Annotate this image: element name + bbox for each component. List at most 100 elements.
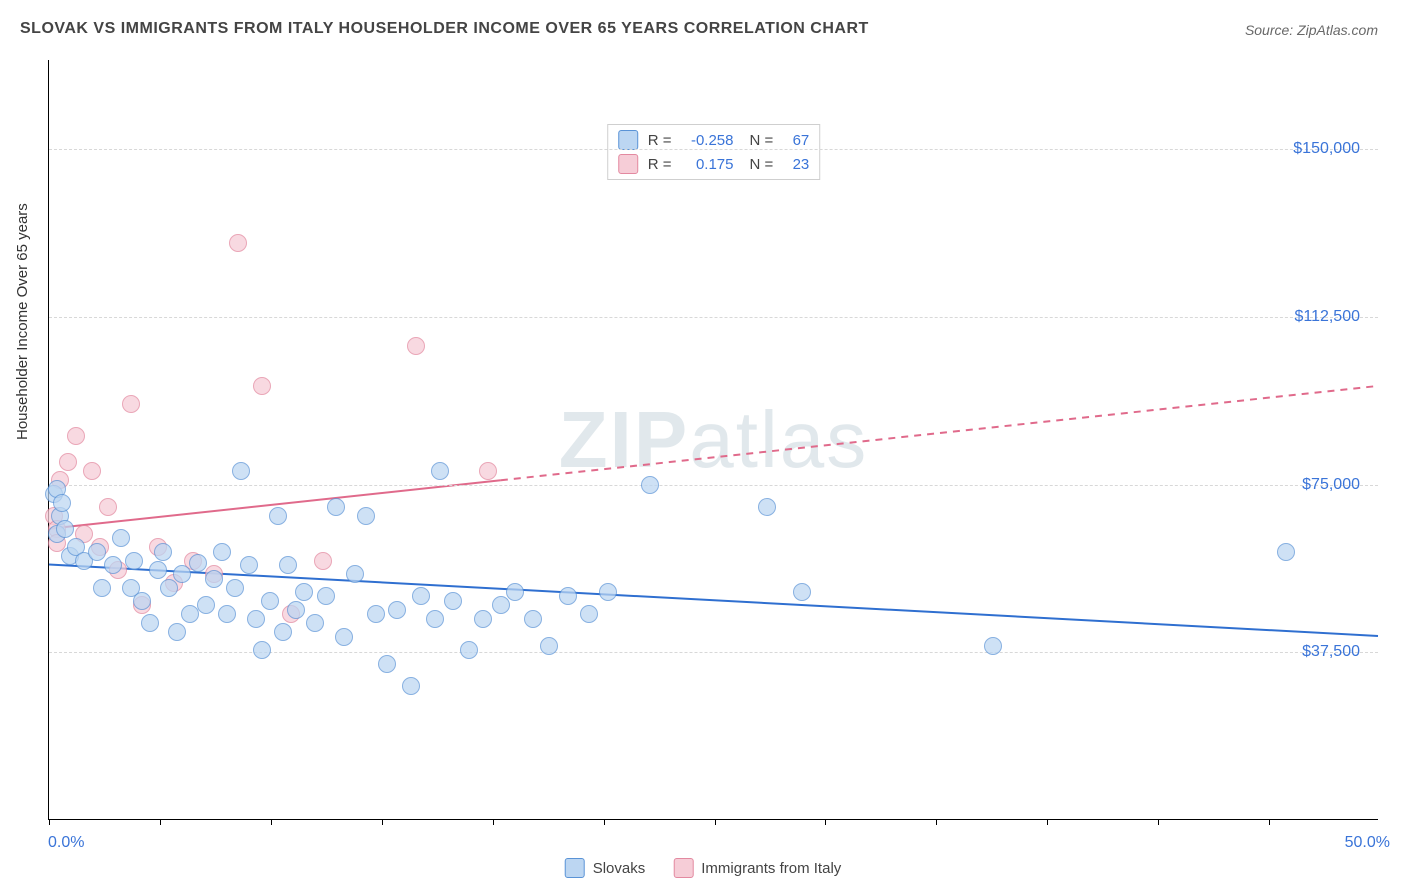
slovaks-point [218, 605, 236, 623]
correlation-chart: SLOVAK VS IMMIGRANTS FROM ITALY HOUSEHOL… [0, 0, 1406, 892]
slovaks-point [197, 596, 215, 614]
slovaks-point [149, 561, 167, 579]
slovaks-point [56, 520, 74, 538]
slovaks-point [388, 601, 406, 619]
slovaks-point [295, 583, 313, 601]
slovaks-swatch-icon [618, 130, 638, 150]
series-legend-item: Immigrants from Italy [673, 858, 841, 878]
stat-n-label: N = [750, 156, 774, 173]
chart-title: SLOVAK VS IMMIGRANTS FROM ITALY HOUSEHOL… [20, 20, 869, 38]
plot-area: ZIPatlas R =-0.258N =67R =0.175N =23 $37… [48, 60, 1378, 820]
slovaks-point [189, 554, 207, 572]
x-tick [1158, 819, 1159, 825]
slovaks-point [559, 587, 577, 605]
x-tick [715, 819, 716, 825]
stat-r-label: R = [648, 132, 672, 149]
slovaks-point [580, 605, 598, 623]
slovaks-point [402, 677, 420, 695]
slovaks-point [1277, 543, 1295, 561]
x-tick [936, 819, 937, 825]
slovaks-point [306, 614, 324, 632]
slovaks-point [205, 570, 223, 588]
slovaks-point [287, 601, 305, 619]
slovaks-point [173, 565, 191, 583]
slovaks-point [232, 462, 250, 480]
slovaks-point [160, 579, 178, 597]
legend-swatch-icon [565, 858, 585, 878]
slovaks-point [168, 623, 186, 641]
slovaks-point [226, 579, 244, 597]
slovaks-point [378, 655, 396, 673]
italy-point [99, 498, 117, 516]
legend-label: Slovaks [593, 860, 646, 877]
slovaks-point [431, 462, 449, 480]
slovaks-point [247, 610, 265, 628]
slovaks-point [492, 596, 510, 614]
slovaks-point [104, 556, 122, 574]
slovaks-point [274, 623, 292, 641]
slovaks-point [88, 543, 106, 561]
slovaks-point [599, 583, 617, 601]
x-tick [1047, 819, 1048, 825]
x-tick [160, 819, 161, 825]
slovaks-point [93, 579, 111, 597]
x-tick [382, 819, 383, 825]
legend-swatch-icon [673, 858, 693, 878]
x-tick [1269, 819, 1270, 825]
y-axis-label: Householder Income Over 65 years [14, 203, 31, 440]
slovaks-point [412, 587, 430, 605]
x-tick [825, 819, 826, 825]
gridline [49, 652, 1378, 653]
italy-point [83, 462, 101, 480]
slovaks-point [793, 583, 811, 601]
stat-r-value: -0.258 [682, 132, 734, 149]
stat-n-value: 23 [783, 156, 809, 173]
x-min-label: 0.0% [48, 834, 84, 852]
stat-r-label: R = [648, 156, 672, 173]
chart-source: Source: ZipAtlas.com [1245, 22, 1378, 38]
y-tick-label: $75,000 [1302, 476, 1360, 494]
gridline [49, 149, 1378, 150]
gridline [49, 317, 1378, 318]
italy-swatch-icon [618, 154, 638, 174]
slovaks-point [444, 592, 462, 610]
slovaks-point [141, 614, 159, 632]
slovaks-point [125, 552, 143, 570]
italy-point [229, 234, 247, 252]
slovaks-point [540, 637, 558, 655]
slovaks-point [367, 605, 385, 623]
slovaks-point [253, 641, 271, 659]
slovaks-point [53, 494, 71, 512]
y-tick-label: $150,000 [1293, 140, 1360, 158]
slovaks-point [269, 507, 287, 525]
italy-point [122, 395, 140, 413]
italy-point [253, 377, 271, 395]
slovaks-point [346, 565, 364, 583]
x-tick [271, 819, 272, 825]
slovaks-point [474, 610, 492, 628]
slovaks-point [524, 610, 542, 628]
slovaks-point [112, 529, 130, 547]
italy-point [314, 552, 332, 570]
stats-legend-row-slovaks: R =-0.258N =67 [618, 128, 810, 152]
slovaks-point [460, 641, 478, 659]
slovaks-point [181, 605, 199, 623]
slovaks-point [213, 543, 231, 561]
x-tick [604, 819, 605, 825]
stat-r-value: 0.175 [682, 156, 734, 173]
slovaks-point [335, 628, 353, 646]
legend-label: Immigrants from Italy [701, 860, 841, 877]
slovaks-point [426, 610, 444, 628]
italy-point [479, 462, 497, 480]
slovaks-point [758, 498, 776, 516]
italy-point [59, 453, 77, 471]
x-max-label: 50.0% [1345, 834, 1390, 852]
slovaks-point [506, 583, 524, 601]
stats-legend: R =-0.258N =67R =0.175N =23 [607, 124, 821, 180]
stat-n-label: N = [750, 132, 774, 149]
slovaks-point [357, 507, 375, 525]
italy-trend-dashed [501, 386, 1378, 480]
slovaks-point [154, 543, 172, 561]
y-tick-label: $112,500 [1294, 308, 1360, 326]
slovaks-point [327, 498, 345, 516]
